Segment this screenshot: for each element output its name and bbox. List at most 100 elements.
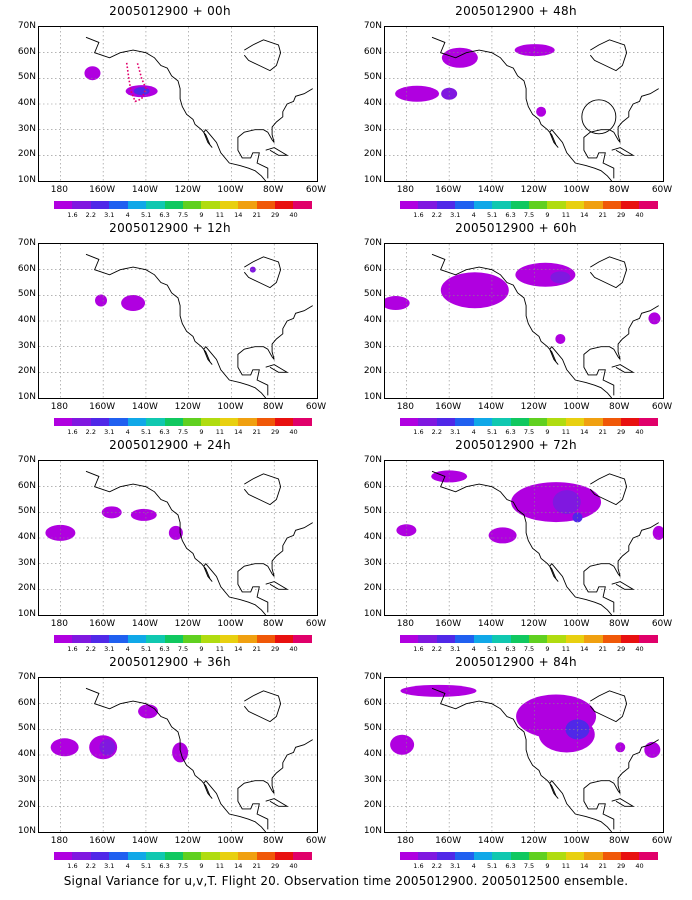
- lon-tick-label: 80W: [263, 836, 284, 846]
- coastline: [589, 473, 628, 506]
- colorbar-label: 21: [252, 428, 261, 436]
- lat-tick-label: 60N: [363, 697, 382, 708]
- colorbar-label: 14: [234, 862, 243, 870]
- colorbar-label: 40: [635, 645, 644, 653]
- lat-tick-label: 20N: [17, 149, 36, 160]
- colorbar-label: 9: [199, 645, 204, 653]
- map-panel: 2005012900 + 12h 70N 60N 50N 40N 30N 20N 10N 180…: [0, 221, 340, 437]
- colorbar-label: 4: [471, 862, 476, 870]
- lon-tick-label: 160W: [89, 619, 116, 629]
- colorbar-label: 2.2: [85, 211, 97, 219]
- colorbar-label: 1.6: [67, 428, 78, 436]
- lon-tick-label: 80W: [263, 402, 284, 412]
- lon-tick-label: 140W: [131, 836, 158, 846]
- colorbar: [400, 852, 658, 860]
- lon-tick-label: 80W: [609, 185, 630, 195]
- lat-tick-label: 50N: [17, 506, 36, 517]
- variance-contour: [138, 704, 159, 719]
- colorbar-swatch: [602, 418, 622, 426]
- colorbar-swatch: [565, 852, 585, 860]
- map-canvas: [39, 461, 317, 615]
- lon-tick-label: 120W: [174, 619, 201, 629]
- coastline: [431, 36, 613, 181]
- colorbar-label: 11: [215, 211, 224, 219]
- lon-tick-label: 180: [396, 619, 414, 629]
- colorbar-swatch: [418, 201, 437, 209]
- colorbar-label: 9: [545, 645, 550, 653]
- coastline: [589, 39, 628, 72]
- colorbar-swatch: [565, 635, 585, 643]
- variance-contour: [249, 266, 256, 273]
- coastline: [243, 256, 282, 289]
- lon-tick-label: 120W: [174, 836, 201, 846]
- lat-tick-label: 50N: [17, 289, 36, 300]
- coastline: [431, 687, 613, 832]
- lon-tick-label: 160W: [89, 185, 116, 195]
- colorbar-label: 2.2: [85, 645, 97, 653]
- lat-tick-label: 70N: [363, 672, 382, 682]
- coastline: [85, 253, 267, 398]
- colorbar: [54, 852, 312, 860]
- colorbar-label: 9: [545, 428, 550, 436]
- panel-title: 2005012900 + 72h: [455, 438, 577, 452]
- variance-contour: [555, 333, 566, 344]
- colorbar-swatch: [275, 852, 294, 860]
- colorbar-label: 2.2: [431, 645, 443, 653]
- colorbar-swatch: [473, 635, 493, 643]
- map-area: [384, 26, 664, 182]
- colorbar-swatch: [639, 852, 658, 860]
- colorbar-swatch: [639, 201, 658, 209]
- panel-title: 2005012900 + 12h: [109, 221, 231, 235]
- colorbar-label: 1.6: [67, 862, 78, 870]
- colorbar-swatch: [146, 418, 165, 426]
- lat-tick-label: 70N: [363, 455, 382, 465]
- colorbar-swatch: [256, 852, 276, 860]
- lon-tick-label: 80W: [609, 619, 630, 629]
- panel-title: 2005012900 + 60h: [455, 221, 577, 235]
- colorbar-label: 14: [580, 862, 589, 870]
- colorbar-swatch: [621, 852, 640, 860]
- colorbar-swatch: [109, 418, 128, 426]
- lon-tick-label: 100W: [563, 185, 590, 195]
- lon-tick-label: 60W: [305, 619, 327, 629]
- colorbar-label: 1.6: [67, 211, 78, 219]
- colorbar-swatch: [256, 201, 276, 209]
- map-area: [38, 26, 318, 182]
- lon-tick-label: 60W: [305, 185, 327, 195]
- colorbar-swatch: [90, 418, 110, 426]
- lat-tick-label: 10N: [363, 609, 382, 619]
- lat-tick-label: 60N: [363, 480, 382, 491]
- coastline: [265, 364, 289, 373]
- variance-contour: [441, 87, 458, 100]
- lat-tick-label: 40N: [17, 532, 36, 542]
- coastline: [85, 470, 267, 615]
- colorbar-swatch: [164, 201, 183, 209]
- variance-contour: [390, 734, 415, 755]
- colorbar-label: 2.2: [431, 211, 443, 219]
- colorbar-swatch: [418, 418, 437, 426]
- lon-tick-label: 100W: [563, 619, 590, 629]
- map-panel: 2005012900 + 36h 70N 60N 50N 40N 30N 20N 10N 180…: [0, 655, 340, 871]
- colorbar-label: 5.1: [140, 862, 152, 870]
- colorbar-swatch: [528, 418, 548, 426]
- colorbar-label: 40: [289, 862, 298, 870]
- colorbar-label: 29: [271, 211, 280, 219]
- colorbar-swatch: [54, 201, 73, 209]
- lat-tick-label: 10N: [17, 175, 36, 185]
- map-canvas: [39, 27, 317, 181]
- colorbar-label: 29: [271, 428, 280, 436]
- lon-tick-label: 140W: [477, 836, 504, 846]
- map-canvas: [385, 27, 663, 181]
- colorbar-swatch: [201, 852, 220, 860]
- colorbar-label: 6.3: [505, 645, 516, 653]
- coastline: [431, 253, 613, 398]
- lon-tick-label: 60W: [651, 185, 673, 195]
- panel-title: 2005012900 + 00h: [109, 4, 231, 18]
- coastline: [243, 473, 282, 506]
- lon-tick-label: 160W: [89, 402, 116, 412]
- map-canvas: [39, 244, 317, 398]
- colorbar-swatch: [510, 852, 529, 860]
- panel-title: 2005012900 + 48h: [455, 4, 577, 18]
- colorbar-swatch: [182, 852, 202, 860]
- colorbar-label: 9: [199, 211, 204, 219]
